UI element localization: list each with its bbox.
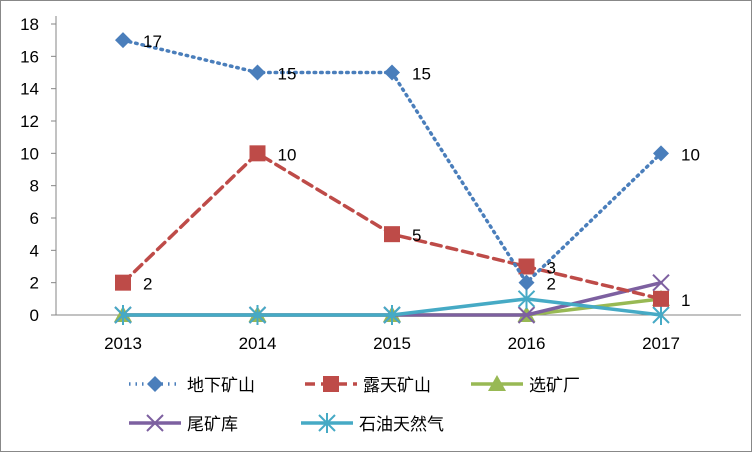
diamond-marker-shape: [384, 64, 400, 81]
square-marker: [115, 274, 131, 291]
star-marker-shape: [383, 305, 401, 325]
star-marker: [517, 288, 536, 309]
y-tick-label: 18: [20, 15, 39, 34]
x-tick-label: 2017: [642, 334, 680, 353]
legend-label: 选矿厂: [529, 376, 580, 395]
diamond-marker-shape: [518, 274, 535, 291]
diamond-marker-shape: [249, 64, 266, 81]
triangle-marker-shape: [488, 375, 506, 391]
diamond-marker: [115, 32, 131, 49]
square-marker: [384, 226, 400, 243]
star-marker: [114, 305, 132, 325]
diamond-marker: [384, 64, 400, 81]
series-line-1: [121, 151, 663, 301]
y-tick-label: 4: [30, 241, 39, 260]
data-label: 10: [681, 145, 700, 164]
star-marker-shape: [517, 288, 536, 309]
diamond-marker: [518, 274, 535, 291]
square-marker-shape: [653, 290, 669, 307]
x-marker: [652, 273, 670, 292]
legend-label: 地下矿山: [187, 376, 255, 395]
data-label: 15: [278, 65, 297, 84]
legend-item-1: 露天矿山: [305, 376, 431, 395]
data-label: 5: [412, 226, 421, 245]
y-tick-label: 8: [30, 177, 39, 196]
star-marker: [318, 413, 336, 433]
diamond-marker-shape: [653, 145, 669, 162]
star-marker-shape: [114, 305, 132, 325]
star-marker-shape: [248, 305, 267, 325]
x-tick-label: 2016: [508, 334, 546, 353]
square-marker-shape: [323, 376, 339, 392]
square-marker: [323, 376, 339, 392]
data-label: 10: [278, 145, 297, 164]
y-tick-label: 0: [30, 306, 39, 325]
x-tick-label: 2014: [239, 334, 277, 353]
x-marker-shape: [517, 306, 536, 324]
y-tick-label: 10: [20, 144, 39, 163]
y-tick-label: 2: [30, 274, 39, 293]
x-tick-label: 2015: [373, 334, 411, 353]
data-label: 1: [681, 291, 690, 310]
y-tick-label: 6: [30, 209, 39, 228]
square-marker-shape: [249, 145, 266, 162]
x-marker-shape: [146, 414, 164, 432]
data-label: 2: [143, 275, 152, 294]
x-marker-shape: [652, 273, 670, 292]
triangle-marker: [488, 375, 506, 391]
square-marker-shape: [384, 226, 400, 243]
diamond-marker-shape: [147, 376, 163, 392]
legend-label: 石油天然气: [359, 415, 444, 434]
square-marker: [653, 290, 669, 307]
legend-item-4: 石油天然气: [301, 413, 444, 434]
star-marker-shape: [318, 413, 336, 433]
x-tick-label: 2013: [104, 334, 142, 353]
star-marker: [383, 305, 401, 325]
y-tick-label: 16: [20, 47, 39, 66]
square-marker: [249, 145, 266, 162]
legend-label: 尾矿库: [187, 415, 238, 434]
data-label: 2: [547, 275, 556, 294]
x-marker: [517, 306, 536, 324]
legend-item-2: 选矿厂: [471, 375, 580, 395]
diamond-marker: [249, 64, 266, 81]
legend-item-3: 尾矿库: [129, 414, 238, 434]
square-marker-shape: [518, 258, 535, 275]
data-label: 17: [143, 32, 162, 51]
star-marker: [652, 305, 670, 325]
diamond-marker-shape: [115, 32, 131, 49]
data-label: 3: [547, 259, 556, 278]
star-marker: [248, 305, 267, 325]
x-marker: [146, 414, 164, 432]
diamond-marker: [147, 376, 163, 392]
square-marker: [518, 258, 535, 275]
y-tick-label: 12: [20, 112, 39, 131]
diamond-marker: [653, 145, 669, 162]
legend-item-0: 地下矿山: [129, 376, 255, 395]
y-tick-label: 14: [20, 80, 39, 99]
legend-label: 露天矿山: [363, 376, 431, 395]
star-marker-shape: [652, 305, 670, 325]
square-marker-shape: [115, 274, 131, 291]
data-label: 15: [412, 65, 431, 84]
